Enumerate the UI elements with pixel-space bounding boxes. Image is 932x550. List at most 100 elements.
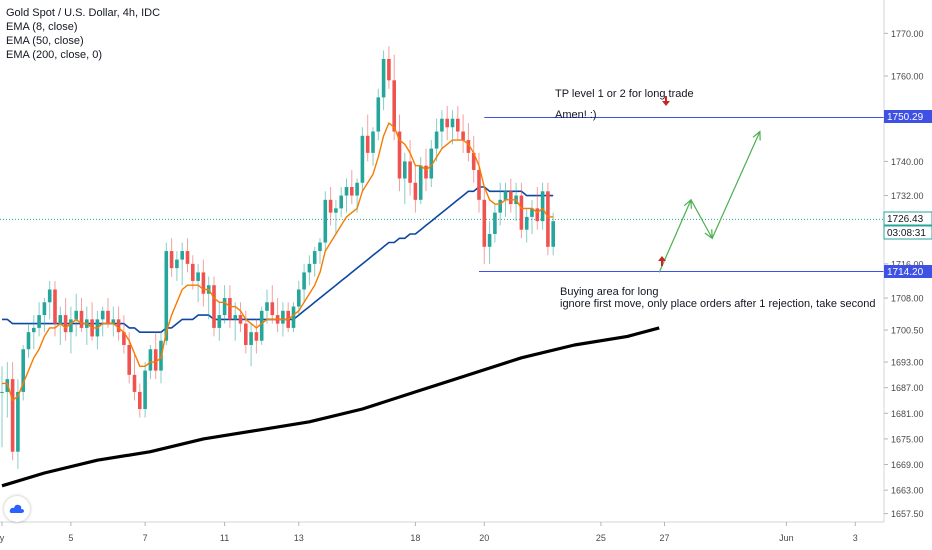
- candle-body: [249, 332, 253, 345]
- candle-body: [58, 315, 63, 324]
- candle-body: [477, 169, 481, 200]
- candle-body: [408, 161, 412, 183]
- time-tick-label: 7: [143, 533, 148, 543]
- tp-price-tag: [884, 110, 932, 123]
- price-tick-label: 1732.00: [891, 191, 924, 201]
- buy-area-annotation: Buying area for long: [560, 286, 658, 298]
- candle-body: [217, 315, 222, 328]
- candle-body: [291, 306, 296, 328]
- time-tick-label: y: [0, 533, 5, 543]
- buy-price-label: 1714.20: [887, 267, 924, 278]
- marker-arrows: [658, 96, 670, 266]
- candle-body: [424, 165, 428, 179]
- candle-body: [440, 118, 444, 132]
- time-tick-label: 25: [596, 533, 606, 543]
- tp-annotation: TP level 1 or 2 for long trade: [555, 88, 694, 100]
- chart-title: Gold Spot / U.S. Dollar, 4h, IDC: [6, 7, 161, 19]
- candle-body: [191, 263, 195, 281]
- candle-body: [509, 191, 513, 205]
- candle-body: [297, 289, 301, 307]
- candle-body: [0, 391, 4, 393]
- candle-body: [79, 310, 84, 328]
- candle-body: [47, 289, 52, 303]
- candle-body: [37, 315, 41, 328]
- candle-body: [418, 165, 423, 200]
- candle-body: [376, 97, 381, 132]
- candle-body: [100, 310, 105, 320]
- candle-body: [270, 302, 275, 316]
- candles: [0, 46, 555, 469]
- candle-body: [307, 263, 312, 273]
- projection-arrows: [658, 130, 761, 273]
- candle-body: [106, 310, 110, 324]
- candle-body: [169, 251, 174, 269]
- buy-instructions-annotation: ignore first move, only place orders aft…: [560, 298, 876, 310]
- candle-body: [339, 195, 343, 209]
- candle-body: [387, 58, 391, 81]
- price-tick-label: 1693.00: [891, 358, 924, 368]
- indicator-ema200[interactable]: EMA (200, close, 0): [6, 49, 102, 61]
- candle-body: [265, 302, 269, 311]
- price-labels: 1750.29 1726.43 03:08:31 1714.20: [883, 110, 932, 278]
- candle-body: [21, 349, 25, 392]
- buy-price-tag: [884, 265, 932, 278]
- price-tick-label: 1687.00: [891, 383, 924, 393]
- time-tick-label: 18: [410, 533, 420, 543]
- indicator-ema50[interactable]: EMA (50, close): [6, 35, 84, 47]
- candle-body: [365, 135, 370, 153]
- candle-body: [403, 161, 407, 179]
- price-tick-label: 1681.00: [891, 409, 924, 419]
- candle-body: [69, 319, 73, 333]
- candle-body: [371, 131, 375, 153]
- candle-body: [503, 191, 508, 200]
- horizontal-levels[interactable]: [479, 116, 884, 273]
- candle-body: [180, 251, 184, 260]
- candle-body: [456, 118, 460, 132]
- candle-body: [132, 374, 137, 392]
- price-tick-label: 1663.00: [891, 486, 924, 496]
- candle-body: [74, 310, 78, 320]
- candle-body: [392, 80, 396, 132]
- candle-body: [434, 131, 439, 149]
- candle-body: [175, 259, 179, 269]
- projection-arrowhead: [752, 130, 761, 141]
- time-tick-label: 20: [479, 533, 489, 543]
- candle-body: [551, 221, 555, 247]
- projection-segment: [658, 199, 692, 273]
- candle-body: [138, 391, 142, 410]
- countdown-label: 03:08:31: [887, 228, 926, 239]
- time-tick-label: 11: [220, 533, 229, 543]
- cloud-logo-icon: [9, 504, 24, 513]
- ema8-line: [2, 122, 554, 402]
- candle-body: [498, 199, 502, 213]
- ema200-line: [1, 326, 660, 488]
- candle-body: [238, 315, 243, 324]
- candle-body: [222, 298, 227, 316]
- projection-segment: [690, 199, 713, 239]
- annotations: TP level 1 or 2 for long trade Amen! :) …: [555, 88, 876, 310]
- tradingview-logo-icon[interactable]: [4, 496, 30, 522]
- price-tick-label: 1675.00: [891, 434, 924, 444]
- candle-body: [471, 152, 476, 170]
- chart-legend: Gold Spot / U.S. Dollar, 4h, IDC EMA (8,…: [6, 6, 160, 62]
- candle-body: [16, 391, 20, 452]
- time-tick-label: 5: [68, 533, 73, 543]
- candle-body: [535, 208, 540, 222]
- candle-body: [445, 118, 449, 128]
- time-axis[interactable]: y 5 7 11 13 18 20 25 27 Jun 3: [0, 521, 884, 543]
- candle-body: [228, 298, 232, 320]
- candle-body: [233, 315, 237, 320]
- time-tick-label: Jun: [779, 533, 794, 543]
- candle-body: [143, 370, 147, 410]
- price-tick-label: 1760.00: [891, 72, 924, 82]
- candle-body: [429, 148, 434, 179]
- candle-body: [53, 289, 57, 324]
- candle-body: [524, 216, 529, 230]
- candle-body: [493, 212, 497, 234]
- candle-body: [116, 319, 121, 333]
- candle-body: [466, 140, 471, 153]
- indicator-ema8[interactable]: EMA (8, close): [6, 21, 78, 33]
- price-axis[interactable]: 1657.50 1663.00 1669.00 1675.00 1681.00 1687.…: [883, 0, 924, 522]
- amen-annotation: Amen! :): [555, 109, 597, 121]
